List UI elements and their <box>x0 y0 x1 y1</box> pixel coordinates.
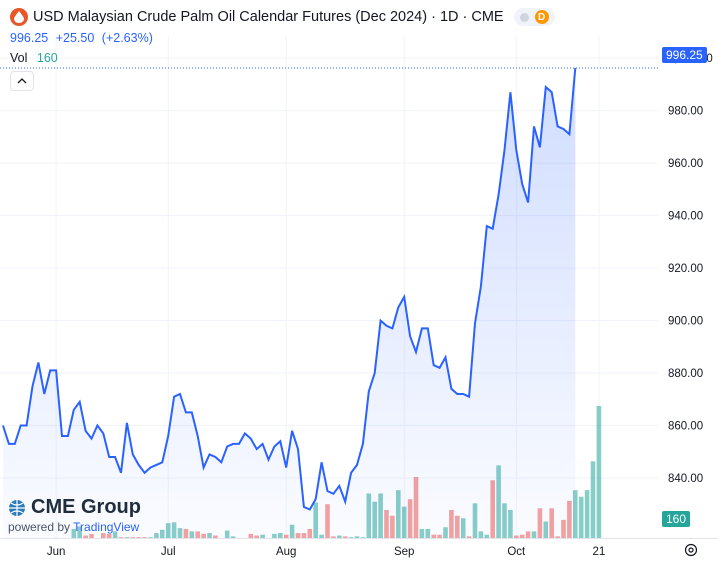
collapse-legend-button[interactable] <box>10 71 34 91</box>
price-readout: 996.25 +25.50 (+2.63%) <box>10 31 157 45</box>
price-change: +25.50 <box>55 31 95 45</box>
price-area <box>3 68 576 538</box>
y-tick-label: 920.00 <box>668 263 703 275</box>
symbol-logo-icon <box>10 8 28 26</box>
volume-bar <box>596 406 602 538</box>
y-tick-label: 880.00 <box>668 368 703 380</box>
last-price-tag: 996.25 <box>662 47 707 63</box>
x-tick-label: Jul <box>161 546 176 558</box>
x-tick-label: Aug <box>276 546 296 558</box>
last-volume-tag: 160 <box>662 511 691 527</box>
y-tick-label: 960.00 <box>668 158 703 170</box>
chart-header: USD Malaysian Crude Palm Oil Calendar Fu… <box>0 0 718 70</box>
x-tick-label: 21 <box>593 546 606 558</box>
cme-brand: CME Group <box>31 496 141 518</box>
tradingview-brand: TradingView <box>73 520 140 534</box>
time-axis[interactable]: Jun Jul Aug Sep Oct 21 <box>47 546 605 558</box>
x-tick-label: Oct <box>507 546 526 558</box>
market-status[interactable]: D <box>513 8 555 26</box>
volume-value: 160 <box>36 51 58 65</box>
volume-bar <box>590 461 596 538</box>
title-row: USD Malaysian Crude Palm Oil Calendar Fu… <box>10 8 555 26</box>
volume-label: Vol <box>10 51 28 65</box>
delayed-badge: D <box>534 10 549 24</box>
y-tick-label: 980.00 <box>668 106 703 118</box>
cme-watermark: CME Group powered by TradingView <box>8 496 141 534</box>
powered-by-label: powered by <box>8 520 71 534</box>
last-price: 996.25 <box>10 31 49 45</box>
volume-readout: Vol 160 <box>10 51 58 65</box>
settings-gear-icon[interactable] <box>684 543 698 557</box>
x-tick-label: Jun <box>47 546 66 558</box>
volume-bar <box>578 496 584 538</box>
chevron-up-icon <box>17 78 27 84</box>
price-line <box>2 67 577 511</box>
y-tick-label: 940.00 <box>668 211 703 223</box>
y-tick-label: 840.00 <box>668 473 703 485</box>
chart-title: USD Malaysian Crude Palm Oil Calendar Fu… <box>33 9 504 25</box>
volume-bar <box>584 490 590 538</box>
price-change-percent: (+2.63%) <box>101 31 153 45</box>
price-axis[interactable]: 840.00 860.00 880.00 900.00 920.00 940.00 960.… <box>668 53 713 485</box>
y-tick-label: 860.00 <box>668 421 703 433</box>
y-tick-label: 900.00 <box>668 316 703 328</box>
market-status-dot-icon <box>519 12 529 22</box>
cme-globe-icon <box>9 499 25 516</box>
x-tick-label: Sep <box>394 546 414 558</box>
